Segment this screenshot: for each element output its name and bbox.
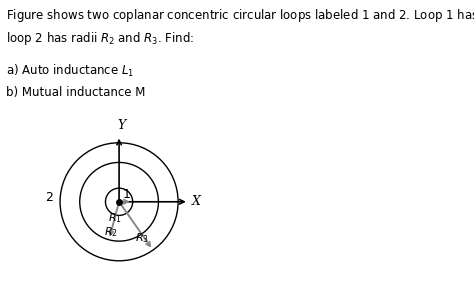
- Text: $R_3$: $R_3$: [135, 231, 149, 245]
- Text: b) Mutual inductance M: b) Mutual inductance M: [6, 86, 145, 99]
- Text: loop 2 has radii $R_2$ and $R_3$. Find:: loop 2 has radii $R_2$ and $R_3$. Find:: [6, 30, 194, 46]
- Text: X: X: [191, 195, 201, 208]
- Text: Y: Y: [117, 119, 126, 132]
- Text: $R_1$: $R_1$: [108, 211, 121, 225]
- Text: Figure shows two coplanar concentric circular loops labeled 1 and 2. Loop 1 has : Figure shows two coplanar concentric cir…: [6, 7, 474, 24]
- Text: $R_2$: $R_2$: [103, 225, 118, 239]
- Text: 1: 1: [123, 188, 131, 201]
- Text: 2: 2: [45, 191, 53, 205]
- Text: a) Auto inductance $L_1$: a) Auto inductance $L_1$: [6, 63, 134, 79]
